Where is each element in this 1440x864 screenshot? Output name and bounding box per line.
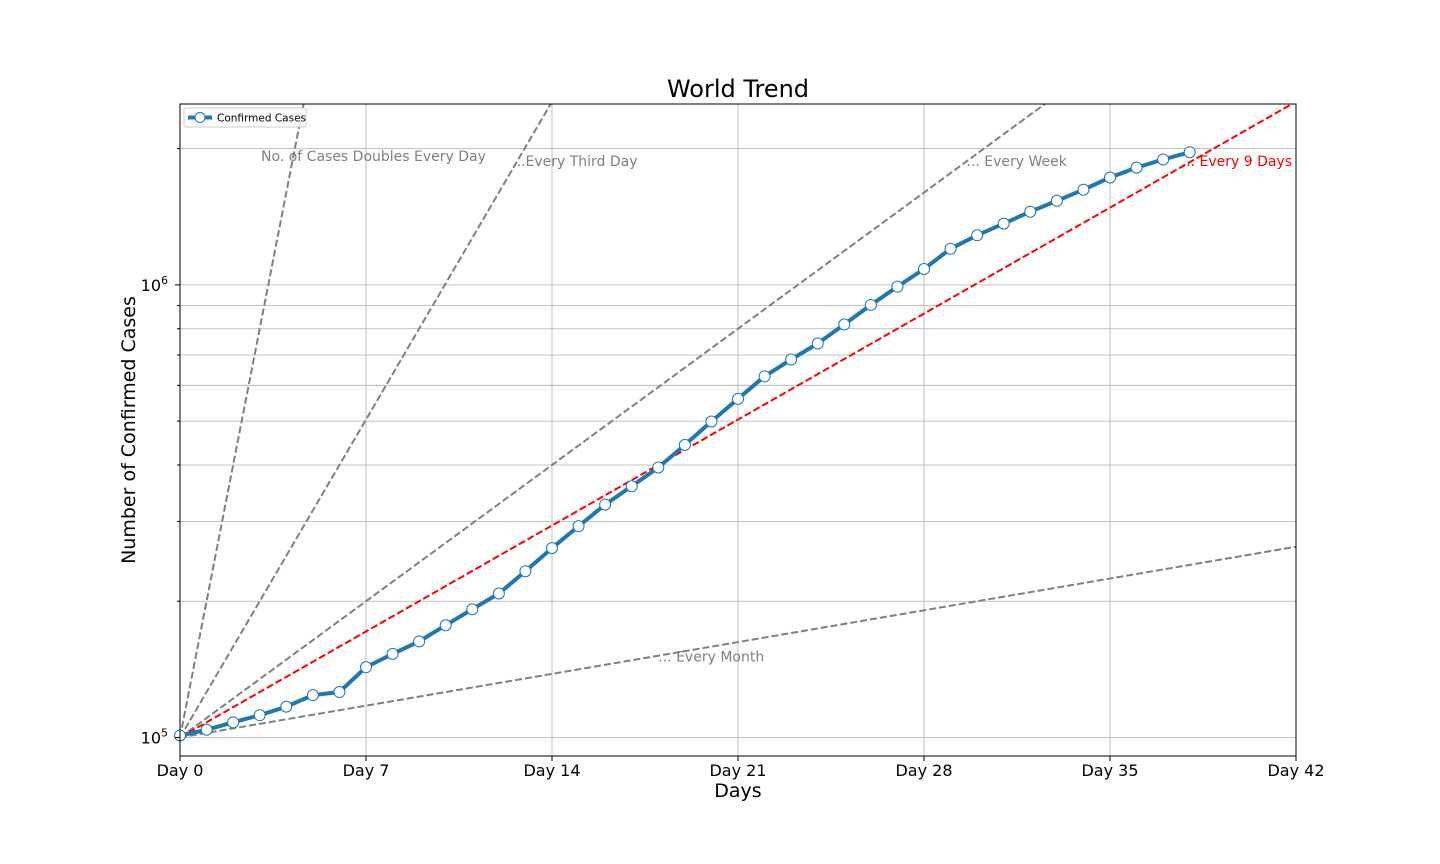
- data-point: [838, 318, 851, 331]
- reference-line-label: ...Every Third Day: [512, 154, 637, 170]
- reference-line-label: No. of Cases Doubles Every Day: [261, 149, 486, 165]
- x-axis-label: Days: [714, 780, 761, 802]
- data-point: [492, 587, 505, 600]
- data-point: [918, 263, 930, 276]
- data-point: [1157, 153, 1170, 166]
- reference-line: [180, 104, 1294, 739]
- data-point: [413, 635, 426, 648]
- data-point: [386, 647, 399, 660]
- reference-line-label: ... Every 9 Days: [1182, 154, 1292, 170]
- x-tick-label: Day 14: [523, 761, 580, 780]
- data-point: [253, 709, 266, 722]
- legend: Confirmed Cases: [183, 107, 307, 128]
- data-point: [625, 480, 638, 493]
- x-tick-label: Day 7: [343, 761, 390, 780]
- data-point: [439, 619, 452, 632]
- reference-labels: No. of Cases Doubles Every Day ...Every T…: [261, 149, 1292, 666]
- data-point: [864, 298, 877, 311]
- legend-box: [183, 107, 307, 128]
- data-point: [891, 280, 904, 293]
- data-point: [519, 565, 532, 578]
- data-point: [599, 498, 612, 511]
- data-point: [652, 461, 665, 474]
- reference-line-label: ... Every Week: [967, 154, 1068, 170]
- data-point: [678, 438, 691, 451]
- y-tick-label: 106: [141, 274, 168, 295]
- data-point: [360, 661, 372, 674]
- data-point: [280, 700, 293, 713]
- data-point: [546, 542, 558, 555]
- data-point: [758, 370, 771, 383]
- data-point: [944, 242, 957, 255]
- data-point: [971, 229, 984, 242]
- data-point: [997, 217, 1010, 230]
- data-point: [200, 723, 213, 736]
- reference-line: [180, 545, 1296, 739]
- axis-ticks: Day 0 Day 7 Day 14 Day 21 Day 28 Day 35 Day 42…: [141, 148, 1325, 780]
- data-point: [227, 716, 240, 729]
- data-point: [1183, 146, 1196, 159]
- x-tick-label: Day 35: [1081, 761, 1138, 780]
- x-tick-label: Day 0: [157, 761, 204, 780]
- data-point: [1130, 161, 1143, 174]
- reference-line: [180, 104, 1047, 739]
- data-point: [572, 520, 585, 533]
- legend-marker-swatch: [194, 112, 206, 123]
- data-point: [785, 353, 798, 366]
- reference-line-label: ... Every Month: [658, 650, 764, 666]
- data-point: [1050, 194, 1063, 207]
- chart-title: World Trend: [667, 75, 809, 103]
- y-tick-label: 105: [141, 726, 168, 747]
- data-point: [333, 686, 346, 699]
- data-point: [811, 337, 824, 350]
- data-point: [705, 415, 718, 428]
- x-tick-label: Day 42: [1267, 761, 1324, 780]
- data-point: [466, 603, 479, 616]
- data-point: [1077, 183, 1090, 196]
- data-point: [306, 689, 319, 702]
- reference-lines: [180, 104, 1296, 739]
- x-tick-label: Day 21: [709, 761, 766, 780]
- legend-label: Confirmed Cases: [217, 113, 306, 125]
- x-tick-label: Day 28: [895, 761, 952, 780]
- data-point: [1104, 171, 1116, 184]
- y-axis-label: Number of Confirmed Cases: [118, 296, 140, 564]
- data-point: [1024, 205, 1037, 218]
- series-layer: [174, 146, 1196, 742]
- data-point: [732, 392, 744, 405]
